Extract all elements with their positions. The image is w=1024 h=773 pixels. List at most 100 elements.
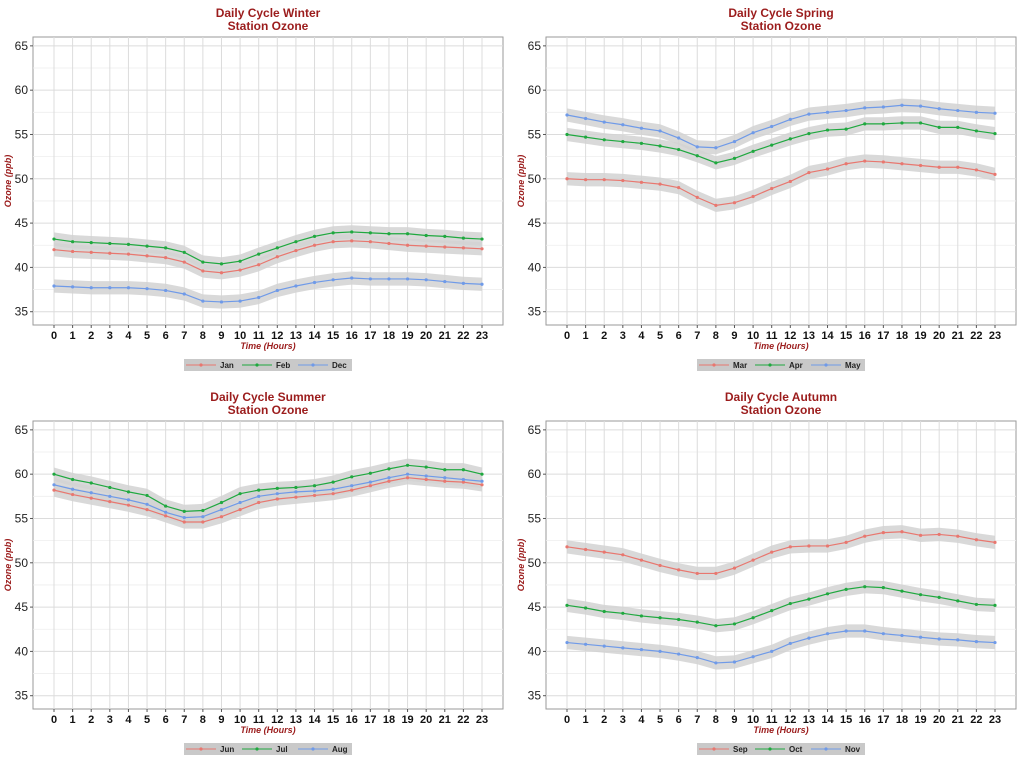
x-tick-label: 8 — [200, 330, 206, 342]
data-point-sep — [658, 563, 662, 568]
x-tick-label: 6 — [163, 714, 169, 726]
x-tick-label: 11 — [253, 330, 265, 342]
data-point-mar — [658, 182, 662, 186]
x-tick-label: 14 — [308, 714, 321, 726]
x-tick-label: 4 — [638, 330, 645, 342]
data-point-sep — [844, 540, 848, 545]
series-line-jul — [53, 464, 483, 512]
data-point-nov — [565, 640, 569, 645]
data-point-oct — [788, 601, 792, 606]
confidence-band-feb — [54, 225, 482, 271]
data-point-jun — [368, 484, 372, 488]
data-point-aug — [424, 474, 428, 478]
data-point-jul — [164, 504, 168, 508]
series-line-dec — [53, 277, 483, 303]
data-point-nov — [695, 656, 699, 660]
data-point-dec — [312, 280, 317, 285]
data-point-jan — [312, 243, 317, 247]
data-point-jan — [331, 240, 335, 244]
data-point-feb — [257, 252, 261, 256]
chart-title: Daily Cycle Autumn — [725, 390, 837, 404]
data-point-jun — [71, 492, 75, 497]
data-point-jan — [108, 251, 112, 255]
data-point-nov — [788, 641, 792, 646]
data-point-dec — [145, 287, 149, 291]
data-point-apr — [751, 149, 755, 153]
data-point-dec — [387, 277, 391, 281]
x-tick-label: 2 — [601, 330, 607, 342]
data-point-jan — [405, 243, 410, 247]
data-point-oct — [714, 624, 718, 628]
data-point-aug — [219, 508, 224, 512]
x-tick-label: 20 — [420, 714, 432, 726]
data-point-feb — [238, 259, 242, 263]
legend-label-may: May — [845, 361, 861, 370]
data-point-jun — [275, 497, 279, 501]
series-line-oct — [566, 586, 996, 627]
data-point-sep — [621, 553, 625, 557]
x-tick-label: 16 — [346, 330, 358, 342]
y-tick-label: 40 — [528, 260, 542, 274]
x-tick-label: 10 — [234, 330, 246, 342]
data-point-oct — [658, 616, 662, 620]
y-tick-label: 60 — [528, 83, 542, 97]
chart-subtitle: Station Ozone — [228, 403, 309, 417]
data-point-dec — [461, 281, 465, 285]
data-point-jul — [294, 485, 298, 490]
y-tick-label: 35 — [15, 305, 29, 319]
data-point-dec — [443, 279, 447, 284]
x-tick-label: 23 — [989, 714, 1001, 726]
data-point-feb — [145, 244, 149, 248]
legend-key-point-mar — [712, 363, 716, 367]
data-point-mar — [695, 195, 699, 199]
y-tick-label: 60 — [15, 467, 29, 481]
data-point-aug — [387, 476, 391, 480]
data-point-dec — [182, 292, 186, 296]
data-point-may — [695, 145, 699, 149]
data-point-sep — [695, 571, 699, 576]
data-point-jul — [480, 472, 484, 476]
x-tick-label: 15 — [840, 330, 852, 342]
legend: Jun Jul Aug — [184, 743, 352, 755]
data-point-sep — [937, 532, 941, 537]
data-point-may — [584, 116, 588, 121]
x-tick-label: 18 — [383, 330, 395, 342]
data-point-oct — [956, 599, 960, 603]
data-point-may — [621, 123, 625, 127]
data-point-jun — [108, 500, 112, 504]
legend-key-point-apr — [768, 363, 772, 367]
x-tick-label: 12 — [271, 330, 283, 342]
data-point-dec — [52, 284, 56, 288]
x-tick-label: 13 — [803, 330, 815, 342]
data-point-apr — [937, 125, 941, 129]
data-point-oct — [881, 585, 885, 590]
x-tick-label: 9 — [218, 714, 224, 726]
data-point-may — [974, 110, 978, 114]
x-tick-label: 12 — [784, 330, 796, 342]
legend-key-point-aug — [311, 747, 315, 751]
x-tick-label: 15 — [327, 330, 339, 342]
data-point-aug — [52, 483, 56, 487]
data-point-jan — [368, 240, 372, 244]
y-tick-label: 65 — [528, 39, 542, 53]
data-point-jun — [294, 495, 298, 499]
data-point-mar — [956, 165, 960, 169]
y-tick-label: 45 — [528, 216, 542, 230]
legend-label-feb: Feb — [276, 361, 290, 370]
data-point-may — [863, 106, 867, 110]
x-tick-label: 15 — [840, 714, 852, 726]
data-point-nov — [993, 640, 997, 645]
data-point-nov — [937, 637, 941, 641]
data-point-jun — [89, 496, 93, 500]
x-tick-label: 22 — [970, 330, 982, 342]
data-point-apr — [881, 122, 885, 126]
data-point-jun — [480, 483, 484, 487]
data-point-mar — [621, 178, 625, 183]
data-point-mar — [900, 162, 904, 166]
y-tick-label: 55 — [528, 127, 542, 141]
data-point-sep — [807, 544, 811, 548]
data-point-oct — [937, 595, 941, 599]
data-point-sep — [732, 566, 737, 570]
data-point-oct — [825, 592, 830, 596]
x-tick-label: 16 — [346, 714, 358, 726]
